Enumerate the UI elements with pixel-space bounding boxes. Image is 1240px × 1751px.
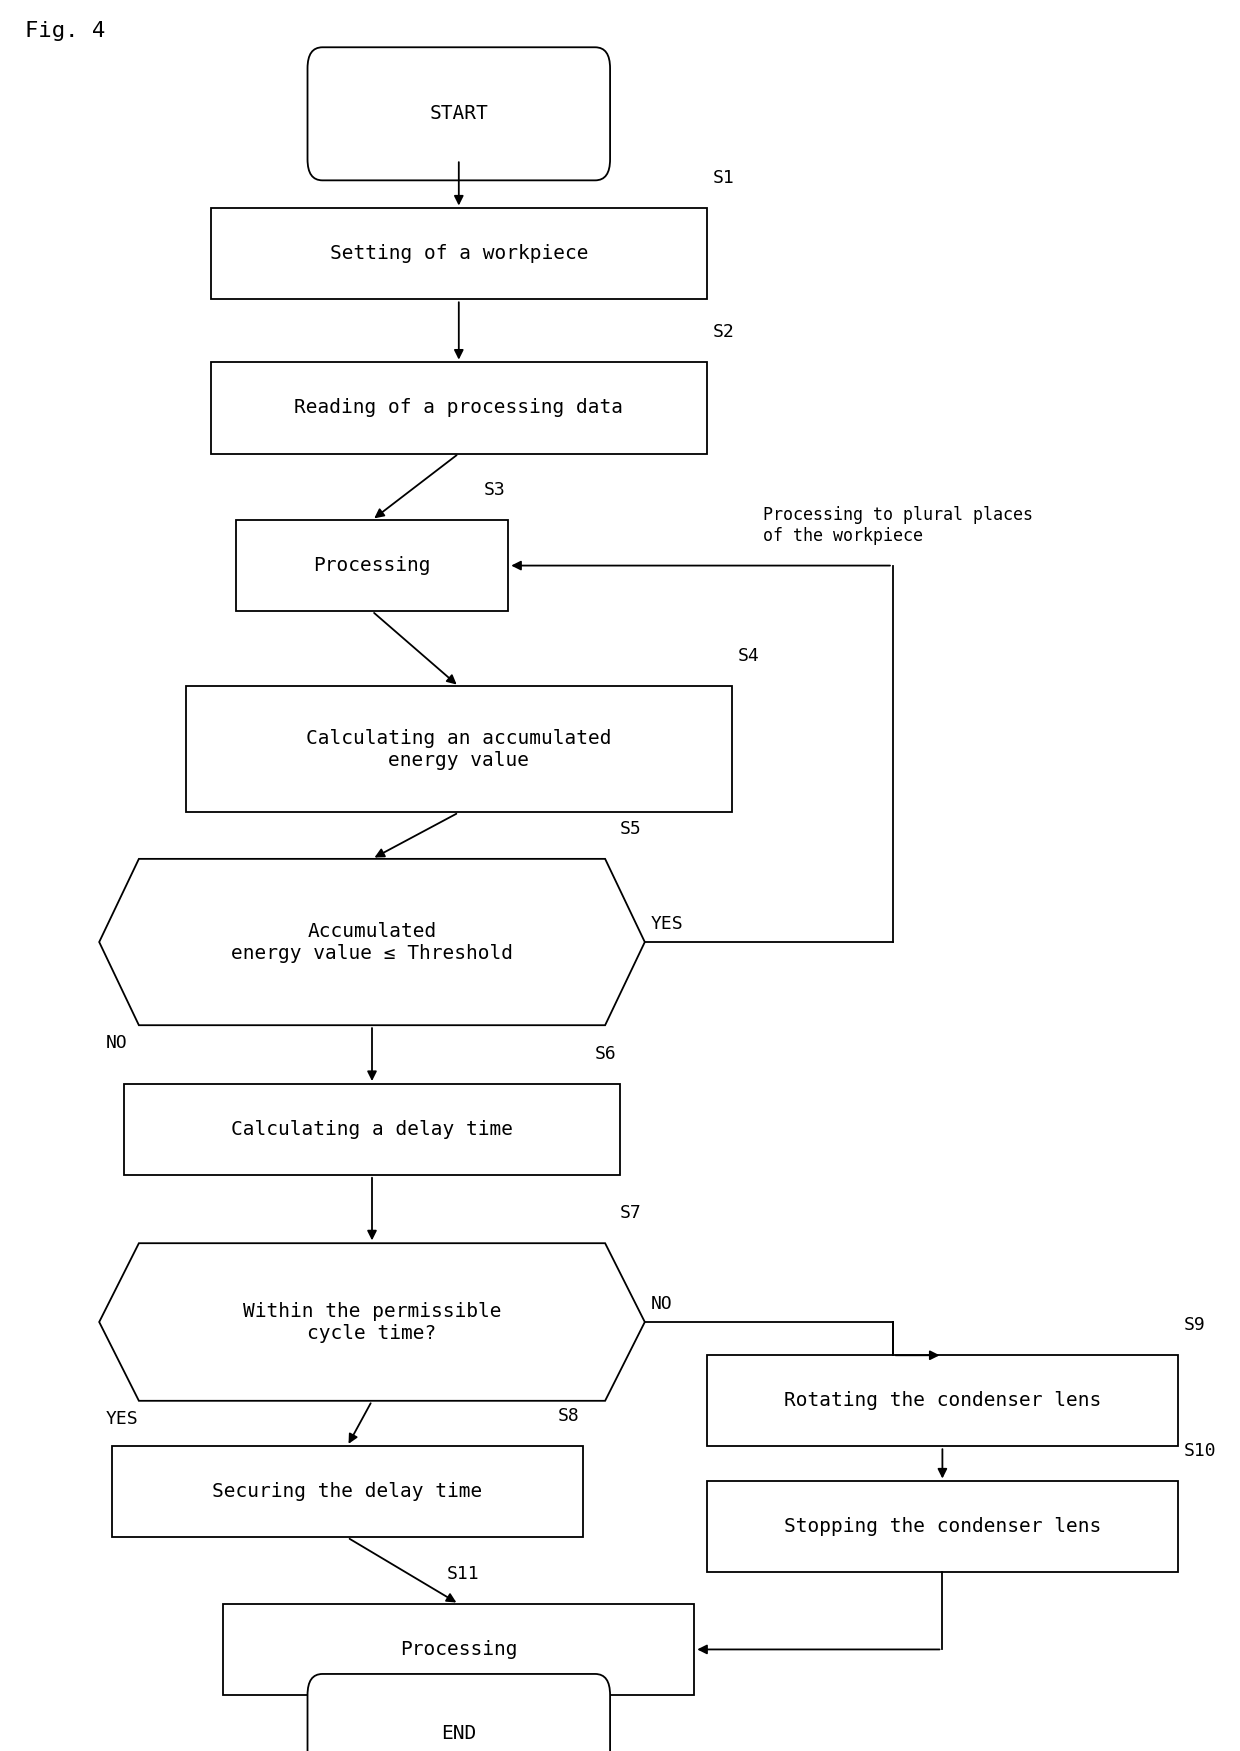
Text: Calculating a delay time: Calculating a delay time bbox=[231, 1121, 513, 1138]
Text: S6: S6 bbox=[595, 1045, 618, 1063]
Text: S8: S8 bbox=[558, 1408, 580, 1425]
Bar bbox=[236, 520, 508, 611]
Text: Within the permissible
cycle time?: Within the permissible cycle time? bbox=[243, 1301, 501, 1343]
Bar bbox=[707, 1355, 1178, 1446]
Text: S5: S5 bbox=[620, 819, 642, 837]
FancyBboxPatch shape bbox=[308, 47, 610, 180]
Text: S1: S1 bbox=[713, 170, 735, 187]
Text: Fig. 4: Fig. 4 bbox=[25, 21, 105, 40]
Text: Calculating an accumulated
energy value: Calculating an accumulated energy value bbox=[306, 728, 611, 770]
Text: NO: NO bbox=[651, 1296, 673, 1313]
Text: S7: S7 bbox=[620, 1205, 642, 1222]
Text: S2: S2 bbox=[713, 324, 735, 341]
Text: Rotating the condenser lens: Rotating the condenser lens bbox=[784, 1392, 1101, 1410]
Bar bbox=[707, 1481, 1178, 1572]
Text: Stopping the condenser lens: Stopping the condenser lens bbox=[784, 1518, 1101, 1536]
Bar bbox=[211, 362, 707, 454]
Bar bbox=[211, 208, 707, 299]
Text: START: START bbox=[429, 105, 489, 123]
Text: Reading of a processing data: Reading of a processing data bbox=[294, 399, 624, 417]
Text: S9: S9 bbox=[1184, 1317, 1207, 1334]
Text: END: END bbox=[441, 1725, 476, 1742]
Text: Securing the delay time: Securing the delay time bbox=[212, 1483, 482, 1501]
Text: Setting of a workpiece: Setting of a workpiece bbox=[330, 245, 588, 263]
Polygon shape bbox=[99, 858, 645, 1024]
Text: S11: S11 bbox=[446, 1565, 479, 1583]
Polygon shape bbox=[99, 1243, 645, 1401]
Bar bbox=[223, 1604, 694, 1695]
Text: Processing to plural places
of the workpiece: Processing to plural places of the workp… bbox=[763, 506, 1033, 545]
Text: Processing: Processing bbox=[401, 1641, 517, 1658]
Bar bbox=[112, 1446, 583, 1537]
Text: Accumulated
energy value ≤ Threshold: Accumulated energy value ≤ Threshold bbox=[231, 921, 513, 963]
Text: NO: NO bbox=[105, 1033, 128, 1052]
Text: YES: YES bbox=[651, 916, 683, 933]
Text: S10: S10 bbox=[1184, 1443, 1216, 1460]
Bar bbox=[124, 1084, 620, 1175]
Text: Processing: Processing bbox=[314, 557, 430, 574]
Text: S3: S3 bbox=[484, 482, 506, 499]
FancyBboxPatch shape bbox=[308, 1674, 610, 1751]
Text: S4: S4 bbox=[738, 648, 760, 665]
Text: YES: YES bbox=[105, 1410, 138, 1427]
Bar bbox=[186, 686, 732, 812]
